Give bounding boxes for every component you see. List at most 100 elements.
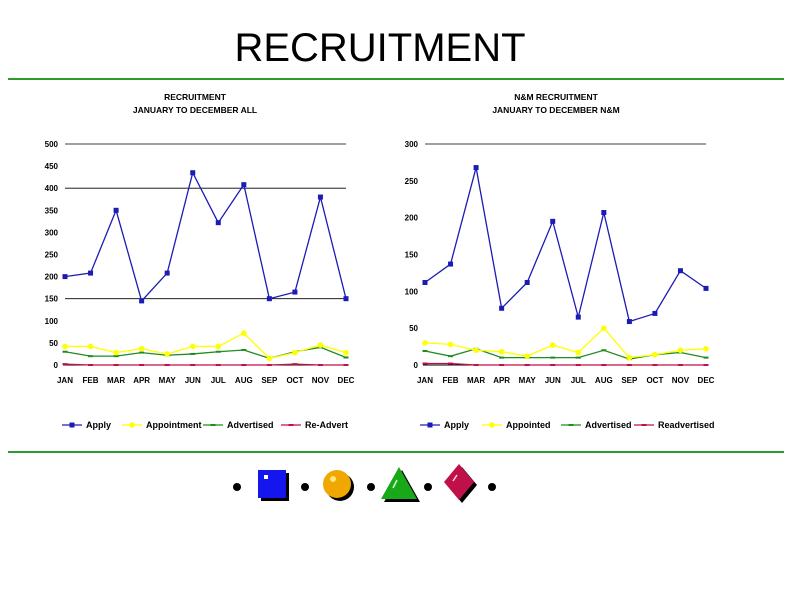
legend-item: Apply: [420, 420, 469, 430]
data-point: [575, 364, 581, 366]
series-line: [64, 363, 346, 366]
data-point: [317, 194, 323, 200]
data-point: [601, 349, 607, 352]
orange-circle-icon: [323, 470, 354, 501]
data-point: [266, 296, 272, 302]
data-point: [317, 342, 324, 348]
data-point: [626, 319, 632, 325]
data-point: [292, 289, 298, 295]
data-point: [601, 364, 607, 366]
top-divider: [8, 78, 784, 80]
series-apply: [422, 165, 709, 325]
data-point: [138, 345, 145, 352]
data-point: [113, 349, 119, 356]
data-point: [292, 349, 298, 356]
series-line: [425, 362, 706, 366]
legend-swatch-marker: [427, 422, 433, 428]
series-appointed: [422, 325, 709, 361]
x-tick-label: DEC: [698, 376, 715, 385]
data-point: [62, 350, 68, 353]
y-tick-label: 300: [45, 228, 59, 237]
y-tick-label: 50: [409, 324, 418, 333]
data-point: [473, 364, 479, 366]
x-tick-label: OCT: [286, 376, 303, 385]
legend-label: Advertised: [585, 420, 632, 430]
x-tick-label: MAY: [159, 376, 177, 385]
x-tick-label: FEB: [443, 376, 459, 385]
data-point: [241, 348, 247, 351]
x-tick-label: AUG: [595, 376, 613, 385]
y-tick-label: 500: [45, 140, 59, 149]
data-point: [113, 207, 119, 213]
data-point: [652, 310, 658, 316]
data-point: [190, 364, 196, 366]
data-point: [422, 340, 428, 346]
legend-label: Re-Advert: [305, 420, 348, 430]
data-point: [524, 364, 530, 366]
legend-label: Appointment: [146, 420, 202, 430]
legend-swatch-marker: [129, 422, 135, 428]
data-point: [317, 364, 323, 366]
data-point: [88, 364, 94, 366]
data-point: [601, 325, 607, 331]
data-point: [113, 355, 119, 358]
data-point: [498, 348, 505, 355]
data-point: [164, 364, 170, 366]
x-tick-label: APR: [493, 376, 510, 385]
legend-item: Appointed: [482, 420, 551, 430]
data-point: [422, 350, 428, 353]
legend-label: Readvertised: [658, 420, 715, 430]
green-triangle-icon: [381, 467, 420, 502]
blue-square-icon: [258, 470, 289, 501]
y-tick-label: 350: [45, 206, 59, 215]
legend-label: Advertised: [227, 420, 274, 430]
x-tick-label: MAY: [519, 376, 537, 385]
legend-item: Apply: [62, 420, 111, 430]
data-point: [550, 356, 556, 359]
data-point: [448, 355, 454, 358]
y-tick-label: 100: [45, 317, 59, 326]
y-tick-label: 200: [45, 273, 59, 282]
y-tick-label: 0: [54, 361, 59, 370]
data-point: [448, 362, 454, 365]
data-point: [652, 364, 658, 366]
data-point: [215, 350, 221, 353]
legend-swatch-marker: [69, 422, 75, 428]
data-point: [601, 210, 607, 216]
series-line: [424, 348, 707, 360]
data-point: [473, 347, 479, 354]
series-appointment: [62, 330, 349, 362]
data-point: [189, 343, 196, 350]
data-point: [343, 296, 349, 302]
y-tick-label: 200: [405, 214, 419, 223]
data-point: [241, 330, 247, 336]
chart1-title: RECRUITMENT: [164, 92, 227, 102]
x-tick-label: NOV: [312, 376, 330, 385]
data-point: [266, 355, 273, 362]
x-tick-label: MAR: [467, 376, 485, 385]
legend-swatch-marker: [288, 424, 294, 426]
chart1-subtitle: JANUARY TO DECEMBER ALL: [133, 105, 257, 115]
legend-item: Appointment: [122, 420, 202, 430]
y-tick-label: 100: [405, 287, 419, 296]
data-point: [139, 298, 145, 304]
data-point: [164, 351, 170, 357]
legend-swatch-marker: [210, 424, 216, 426]
x-tick-label: FEB: [83, 376, 99, 385]
bullet-dot-icon: [424, 483, 432, 491]
x-tick-label: JAN: [417, 376, 433, 385]
series-apply: [62, 170, 349, 304]
data-point: [62, 274, 68, 280]
legend-item: Re-Advert: [281, 420, 348, 430]
data-point: [626, 364, 632, 366]
data-point: [550, 218, 556, 224]
series-line: [424, 327, 707, 359]
data-point: [88, 355, 94, 358]
series-advertised: [422, 347, 709, 361]
y-tick-label: 0: [414, 361, 419, 370]
data-point: [215, 343, 222, 350]
data-point: [703, 364, 709, 366]
data-point: [62, 343, 68, 350]
data-point: [575, 349, 582, 356]
